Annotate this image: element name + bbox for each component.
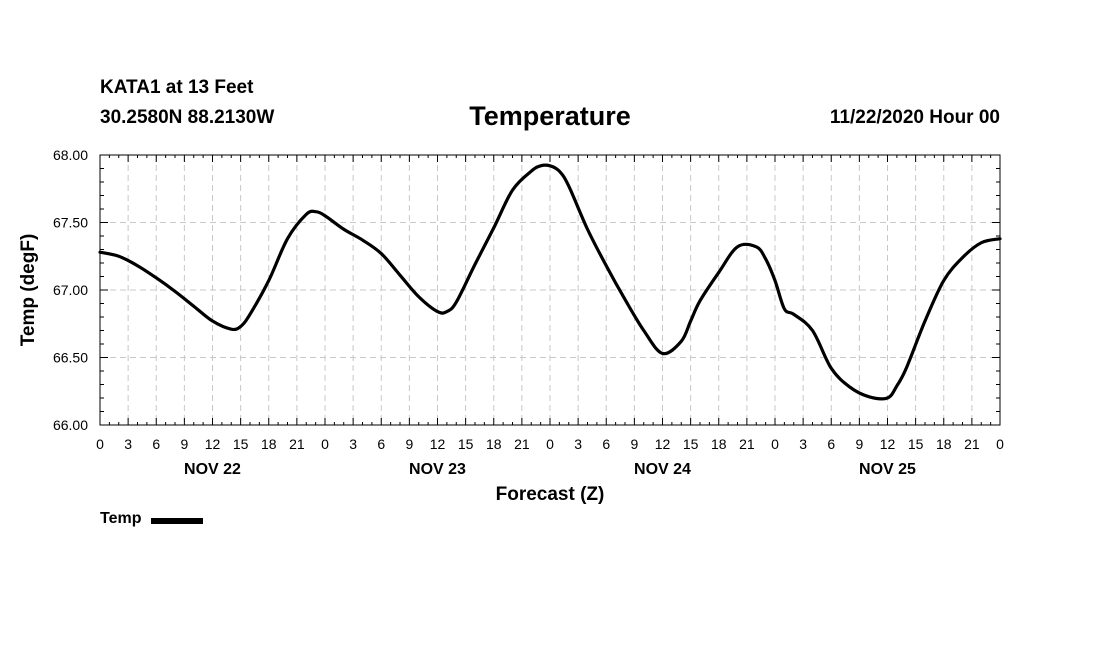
x-tick-label: 15	[233, 436, 249, 452]
x-tick-label: 9	[180, 436, 188, 452]
x-tick-label: 12	[430, 436, 446, 452]
chart-grid	[100, 155, 1000, 425]
series-line-temp	[98, 163, 1002, 401]
x-tick-label: 6	[827, 436, 835, 452]
y-tick-label: 68.00	[53, 147, 88, 163]
x-tick-label: 3	[574, 436, 582, 452]
day-label: NOV 23	[409, 461, 466, 478]
day-label: NOV 22	[184, 461, 241, 478]
axis-labels: 0 3 6 9 12 15 18 21 0 3 6 9 12 15 18 21 0 3 6 9 12 15 18 21 0 3 6 9…	[53, 147, 1004, 478]
x-tick-label: 3	[124, 436, 132, 452]
legend-label-temp: Temp	[100, 510, 142, 527]
y-axis-title: Temp (degF)	[18, 234, 39, 347]
chart-title: Temperature	[469, 101, 631, 131]
x-tick-label: 18	[486, 436, 502, 452]
x-tick-label: 0	[546, 436, 554, 452]
legend-swatch-temp	[151, 517, 204, 524]
x-tick-label: 15	[458, 436, 474, 452]
x-tick-label: 6	[152, 436, 160, 452]
y-tick-label: 66.00	[53, 417, 88, 433]
chart-legend: Temp	[100, 510, 204, 528]
x-tick-label: 9	[855, 436, 863, 452]
x-axis-title: Forecast (Z)	[496, 484, 605, 505]
x-tick-label: 6	[377, 436, 385, 452]
x-tick-label: 21	[514, 436, 530, 452]
x-tick-label: 3	[349, 436, 357, 452]
y-tick-label: 67.50	[53, 215, 88, 231]
x-tick-label: 21	[964, 436, 980, 452]
x-tick-label: 12	[205, 436, 221, 452]
x-tick-label: 3	[799, 436, 807, 452]
x-tick-label: 0	[321, 436, 329, 452]
station-label: KATA1 at 13 Feet	[100, 77, 254, 98]
day-label: NOV 25	[859, 461, 916, 478]
x-tick-label: 15	[908, 436, 924, 452]
x-tick-label: 15	[683, 436, 699, 452]
x-tick-label: 21	[739, 436, 755, 452]
station-coordinates: 30.2580N 88.2130W	[100, 107, 275, 128]
day-label: NOV 24	[634, 461, 691, 478]
y-tick-label: 67.00	[53, 282, 88, 298]
x-tick-label: 21	[289, 436, 305, 452]
x-tick-label: 18	[261, 436, 277, 452]
axis-ticks	[99, 154, 1001, 426]
x-tick-label: 0	[771, 436, 779, 452]
x-tick-label: 0	[996, 436, 1004, 452]
x-tick-label: 18	[711, 436, 727, 452]
forecast-run-time: 11/22/2020 Hour 00	[829, 107, 1000, 128]
x-tick-label: 9	[405, 436, 413, 452]
x-tick-label: 12	[880, 436, 896, 452]
x-tick-label: 0	[96, 436, 104, 452]
x-tick-label: 18	[936, 436, 952, 452]
x-tick-label: 12	[655, 436, 671, 452]
x-tick-label: 9	[630, 436, 638, 452]
y-tick-label: 66.50	[53, 350, 88, 366]
x-tick-label: 6	[602, 436, 610, 452]
